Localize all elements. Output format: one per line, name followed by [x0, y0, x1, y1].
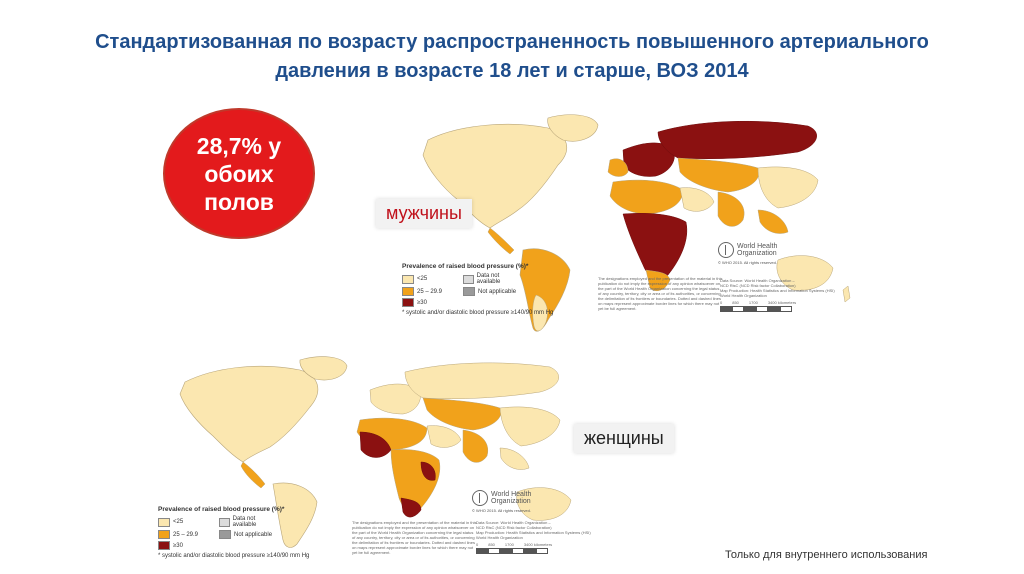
who-name-1: World Health [491, 491, 532, 498]
source-line-4: World Health Organization [720, 293, 767, 298]
scale-t0: 0 [476, 542, 479, 547]
male-label: мужчины [376, 199, 472, 228]
legend-title: Prevalence of raised blood pressure (%)* [402, 263, 529, 270]
swatch-na [463, 274, 474, 284]
central-asia [677, 157, 760, 193]
south-asia [462, 429, 489, 463]
western-europe [607, 158, 629, 177]
who-copyright: © WHO 2015. All rights reserved. [472, 508, 531, 513]
swatch-low [402, 274, 414, 284]
south-america [272, 482, 318, 548]
female-who-block: World Health Organization © WHO 2015. All… [472, 490, 531, 513]
prevalence-badge: 28,7% у обоих полов [163, 108, 315, 239]
source-line-2: NCD RisC (NCD Risk factor Collaboration) [720, 283, 796, 288]
legend-item-notapp: Not applicable [478, 288, 517, 295]
australia [516, 487, 572, 521]
europe [369, 383, 421, 415]
central-america [487, 227, 515, 255]
male-who-block: World Health Organization © WHO 2015. All… [718, 242, 777, 265]
scale-t1: 850 [732, 300, 739, 305]
source-line-3: Map Production: Health Statistics and In… [476, 530, 591, 535]
legend-item-na: Data not available [232, 516, 257, 528]
east-africa [420, 461, 436, 481]
legend-note: * systolic and/or diastolic blood pressu… [402, 310, 554, 316]
swatch-notapp [219, 530, 231, 539]
north-america [179, 365, 319, 463]
legend-item-high: ≥30 [173, 542, 183, 549]
russia [657, 120, 817, 159]
footer-note: Только для внутреннего использования [725, 549, 928, 561]
east-asia [499, 406, 561, 447]
middle-east [679, 187, 715, 212]
legend-item-low: <25 [173, 519, 184, 525]
scale-t0: 0 [720, 300, 723, 305]
legend-item-mid: 25 – 29.9 [417, 288, 443, 295]
scale-t2: 1700 [504, 542, 514, 547]
north-africa [609, 179, 684, 215]
source-line-2: NCD RisC (NCD Risk factor Collaboration) [476, 525, 552, 530]
middle-east [426, 425, 462, 448]
scale-t1: 850 [488, 542, 495, 547]
central-asia [422, 397, 502, 431]
south-asia [717, 191, 745, 227]
sub-saharan-africa [622, 213, 688, 279]
southern-africa [400, 497, 422, 518]
legend-item-notapp: Not applicable [234, 531, 273, 538]
southeast-asia [499, 447, 530, 470]
southern-africa [645, 269, 671, 291]
scale-t3: 3400 kilometers [523, 542, 553, 547]
russia [404, 362, 559, 399]
female-legend: Prevalence of raised blood pressure (%)*… [158, 506, 309, 559]
female-disclaimer: The designations employed and the presen… [352, 520, 477, 555]
greenland [547, 114, 599, 142]
swatch-mid [402, 287, 414, 296]
scale-t2: 1700 [748, 300, 758, 305]
east-asia [757, 166, 819, 209]
badge-line-2: обоих [204, 160, 274, 187]
source-line-4: World Health Organization [476, 535, 523, 540]
male-world-map [422, 114, 851, 332]
swatch-mid [158, 530, 170, 539]
south-america-south [532, 294, 548, 332]
male-disclaimer: The designations employed and the presen… [598, 276, 723, 311]
male-source: Data Source: World Health Organization –… [720, 278, 840, 298]
who-name-2: Organization [737, 250, 777, 257]
swatch-na [219, 517, 230, 527]
greenland [299, 356, 348, 381]
legend-title: Prevalence of raised blood pressure (%)* [158, 506, 285, 513]
legend-note: * systolic and/or diastolic blood pressu… [158, 553, 310, 559]
legend-item-na: Data not available [476, 273, 501, 285]
central-america [240, 461, 266, 489]
who-emblem-icon [718, 242, 734, 258]
source-line-3: Map Production: Health Statistics and In… [720, 288, 835, 293]
badge-line-1: 28,7% у [196, 132, 282, 159]
legend-item-low: <25 [417, 276, 428, 282]
source-line-1: Data Source: World Health Organization – [476, 520, 551, 525]
who-name-1: World Health [737, 243, 778, 250]
female-source: Data Source: World Health Organization –… [476, 520, 596, 540]
who-name-2: Organization [491, 498, 531, 505]
australia [776, 255, 834, 291]
female-label: женщины [574, 424, 674, 453]
europe [622, 142, 675, 177]
swatch-notapp [463, 287, 475, 296]
female-scale-bar: 0 850 1700 3400 kilometers [476, 542, 552, 554]
source-line-1: Data Source: World Health Organization – [720, 278, 795, 283]
new-zealand [842, 285, 851, 303]
swatch-high [402, 298, 414, 307]
who-emblem-icon [472, 490, 488, 506]
swatch-low [158, 517, 170, 527]
male-legend: Prevalence of raised blood pressure (%)*… [402, 263, 553, 316]
male-scale-bar: 0 850 1700 3400 kilometers [720, 300, 796, 312]
scale-t3: 3400 kilometers [767, 300, 797, 305]
female-world-map [179, 356, 572, 548]
swatch-high [158, 541, 170, 550]
badge-line-3: полов [204, 188, 274, 215]
legend-item-mid: 25 – 29.9 [173, 531, 199, 538]
legend-item-high: ≥30 [417, 299, 427, 306]
southeast-asia [757, 209, 789, 234]
who-copyright: © WHO 2015. All rights reserved. [718, 260, 777, 265]
page-title: Стандартизованная по возрасту распростра… [95, 31, 929, 82]
